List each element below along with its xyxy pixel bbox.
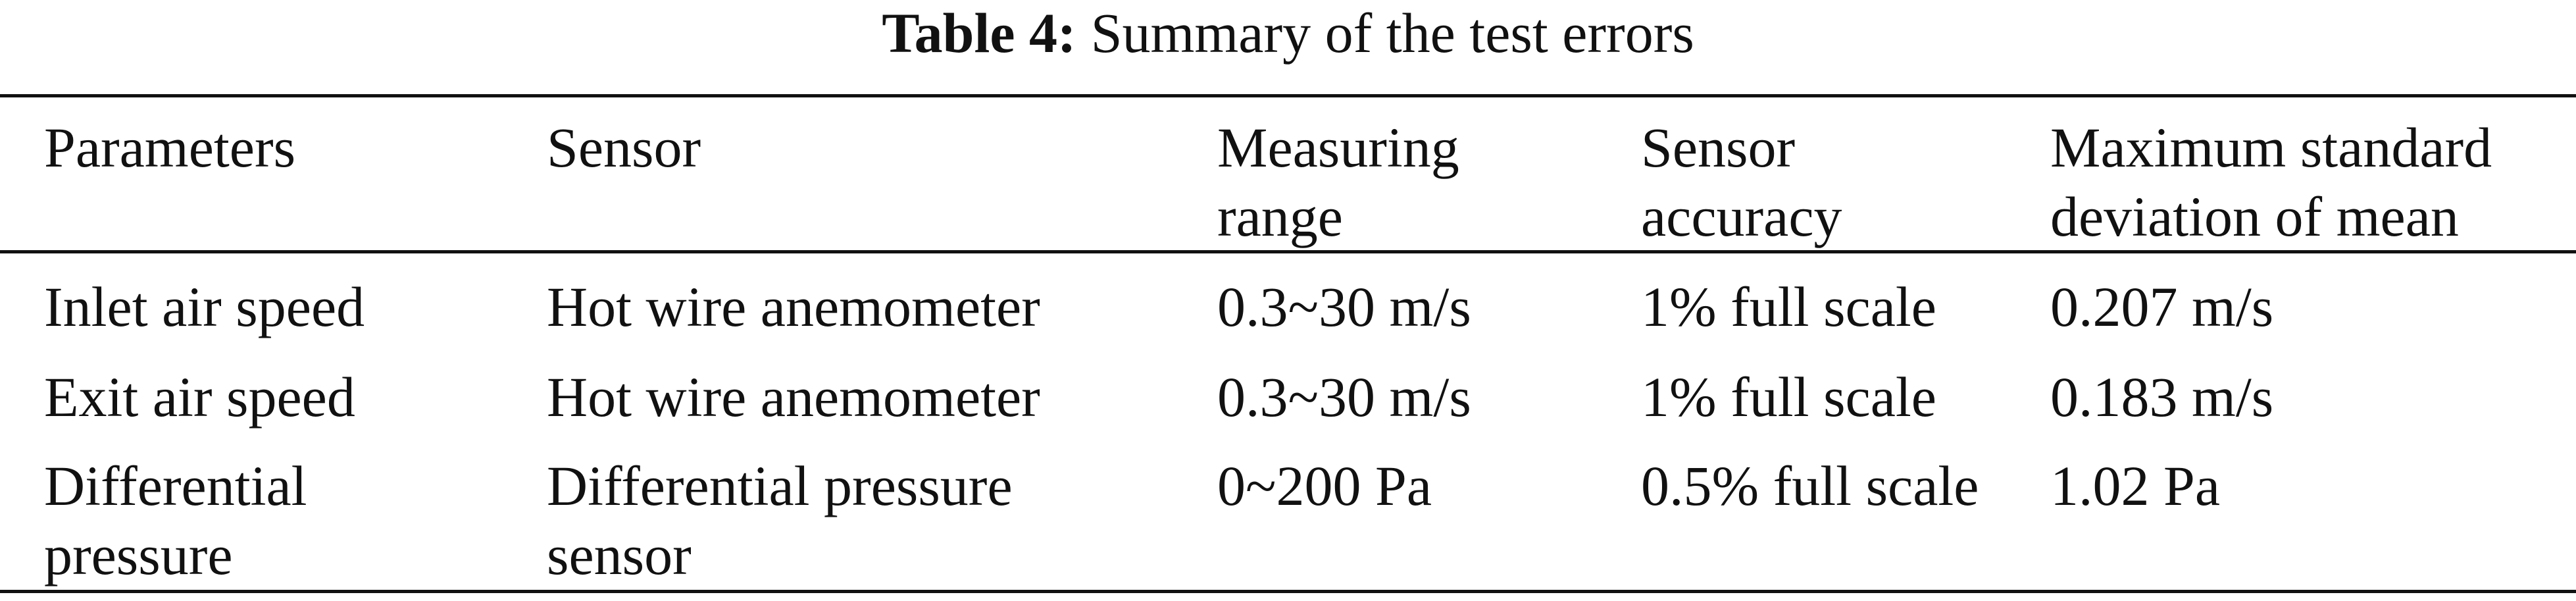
top-rule: [0, 94, 2576, 97]
caption-label: Table 4:: [882, 1, 1076, 65]
table-caption: Table 4: Summary of the test errors: [0, 0, 2576, 66]
table-cell: Differential pressure: [547, 454, 1013, 517]
header-cell: Parameters: [44, 116, 296, 179]
bottom-rule: [0, 590, 2576, 593]
header-cell: Sensor: [547, 116, 701, 179]
header-cell: deviation of mean: [2050, 185, 2459, 248]
header-cell: Sensor: [1641, 116, 1796, 179]
table-cell: Hot wire anemometer: [547, 275, 1040, 338]
table-cell: 1% full scale: [1641, 275, 1936, 338]
table-cell: Inlet air speed: [44, 275, 365, 338]
header-cell: range: [1217, 185, 1343, 248]
table-cell: pressure: [44, 523, 233, 587]
table-cell: 0.3~30 m/s: [1217, 365, 1471, 429]
table-cell: 0.183 m/s: [2050, 365, 2274, 429]
caption-text: Summary of the test errors: [1090, 1, 1694, 65]
table-cell: Exit air speed: [44, 365, 355, 429]
table-cell: 1.02 Pa: [2050, 454, 2220, 517]
header-cell: Maximum standard: [2050, 116, 2492, 179]
header-rule: [0, 250, 2576, 253]
table-cell: 0.5% full scale: [1641, 454, 1979, 517]
table-cell: 0.207 m/s: [2050, 275, 2274, 338]
header-cell: accuracy: [1641, 185, 1842, 248]
table-cell: Differential: [44, 454, 307, 517]
header-cell: Measuring: [1217, 116, 1459, 179]
table-cell: Hot wire anemometer: [547, 365, 1040, 429]
table-cell: 1% full scale: [1641, 365, 1936, 429]
table-cell: sensor: [547, 523, 692, 587]
table-cell: 0.3~30 m/s: [1217, 275, 1471, 338]
table-cell: 0~200 Pa: [1217, 454, 1432, 517]
